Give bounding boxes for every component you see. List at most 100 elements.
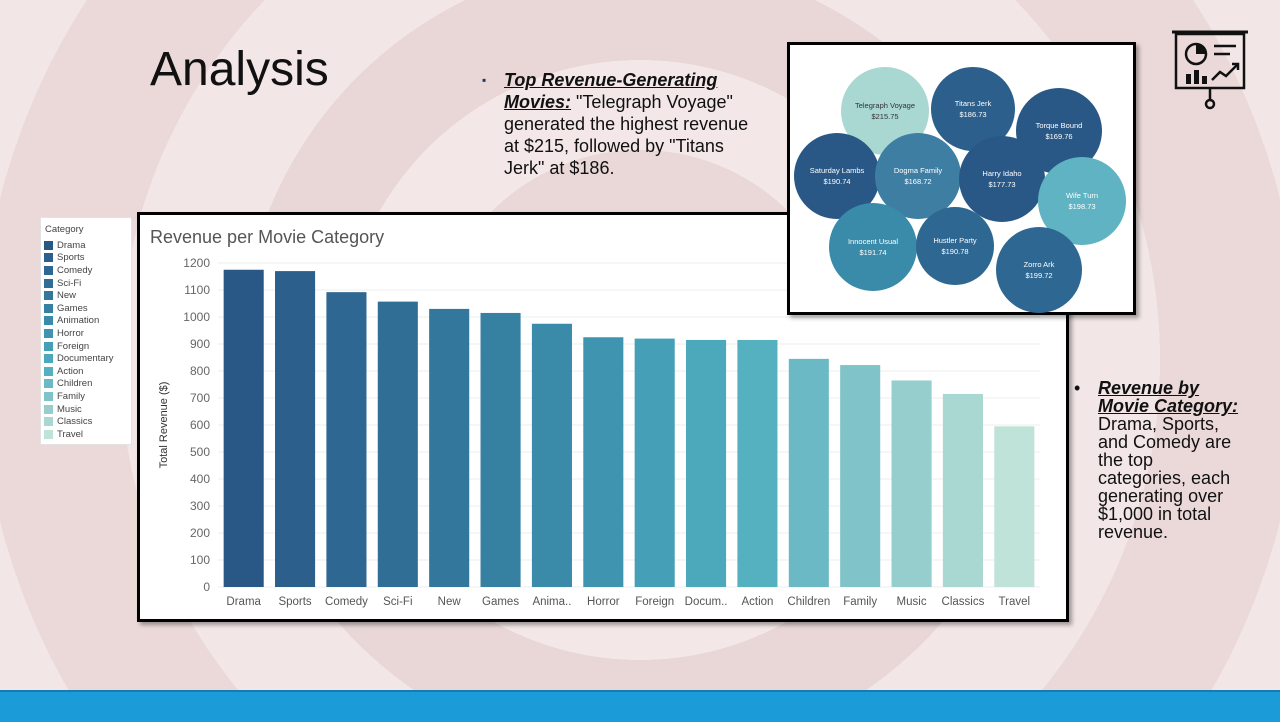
bubble-value: $198.73 [1068,202,1096,211]
bubble-label: Dogma Family [893,166,943,175]
x-tick-label: Foreign [635,596,674,608]
bubble-label: Hustler Party [933,236,977,245]
y-tick-label: 100 [190,553,210,567]
legend-item[interactable]: Drama [41,239,131,252]
bullet-text: Drama, Sports, and Comedy are the top ca… [1098,414,1232,542]
movie-bubble: Harry Idaho $177.73 [959,136,1045,222]
top-movies-bubble-chart: Telegraph Voyage $215.75 Titans Jerk $186.7… [787,42,1136,315]
movie-bubble: Hustler Party $190.78 [916,207,994,285]
legend-label: Foreign [57,340,90,352]
legend-item[interactable]: Sci-Fi [41,277,131,290]
bubble-value: $190.78 [941,247,969,256]
bubble-value: $190.74 [823,177,851,186]
bubble-label: Torque Bound [1035,121,1083,130]
revenue-bar-chart: Revenue per Movie Category 0 100 200 300 400… [137,212,1069,622]
bubble-label: Titans Jerk [954,99,992,108]
legend-item[interactable]: Children [41,378,131,391]
legend-swatch [44,278,53,288]
y-axis-label: Total Revenue ($) [158,382,170,469]
y-tick-label: 1200 [183,256,210,270]
y-tick-label: 200 [190,526,210,540]
y-tick-label: 600 [190,418,210,432]
bubble-label: Telegraph Voyage [854,101,916,110]
legend-item[interactable]: Comedy [41,264,131,277]
x-tick-label: Sports [278,596,311,608]
bubble-value: $215.75 [871,112,899,121]
legend-item[interactable]: Games [41,302,131,315]
bar [994,426,1035,587]
bubble-label: Saturday Lambs [809,166,865,175]
x-tick-label: Sci-Fi [383,596,412,608]
bar [686,339,727,587]
bar [634,338,675,587]
legend-label: Sports [57,252,85,264]
y-tick-label: 1100 [184,283,210,297]
legend-swatch [44,379,53,389]
x-tick-label: Horror [587,596,620,608]
legend-item[interactable]: Action [41,365,131,378]
legend-label: Music [57,403,82,415]
bullet-dot-icon: • [1074,378,1081,398]
legend-swatch [44,291,53,301]
bubble-label: Harry Idaho [982,169,1022,178]
slide-title: Analysis [150,43,329,96]
bubble-value: $168.72 [904,177,932,186]
legend-swatch [44,417,53,427]
legend-item[interactable]: Foreign [41,340,131,353]
legend-swatch [44,253,53,263]
legend-items: Drama Sports Comedy Sci-Fi New Games Animation… [41,239,131,441]
x-tick-label: Music [897,596,927,608]
bubble-label: Wife Turn [1065,191,1099,200]
y-tick-label: 0 [203,580,210,594]
bar [788,358,829,587]
y-tick-label: 800 [190,364,210,378]
bullet-square-icon: ▪ [482,73,487,87]
y-tick-label: 300 [190,499,210,513]
presentation-chart-icon [1168,28,1252,112]
bar [531,323,572,587]
bar [377,301,418,587]
legend-item[interactable]: Travel [41,428,131,441]
legend-label: Action [57,365,84,377]
bullet-category-revenue: • Revenue by Movie Category: Drama, Spor… [1074,379,1244,541]
legend-item[interactable]: New [41,289,131,302]
legend-label: Classics [57,416,93,428]
legend-item[interactable]: Horror [41,327,131,340]
x-tick-label: New [438,596,462,608]
x-tick-label: Games [482,596,519,608]
legend-item[interactable]: Documentary [41,352,131,365]
bar [275,271,316,587]
bar [326,292,367,587]
y-tick-label: 900 [190,337,210,351]
bar [891,380,932,587]
legend-label: Family [57,390,85,402]
legend-swatch [44,265,53,275]
legend-label: Games [57,302,88,314]
x-tick-label: Drama [226,596,261,608]
bubble-value: $186.73 [959,110,987,119]
bar [429,308,470,587]
legend-item[interactable]: Classics [41,415,131,428]
legend-swatch [44,404,53,414]
legend-label: Travel [57,428,84,440]
bubble-value: $177.73 [988,180,1016,189]
legend-swatch [44,303,53,313]
x-tick-label: Classics [942,596,985,608]
bubble-label: Zorro Ark [1023,260,1055,269]
legend-label: New [57,290,77,302]
y-tick-label: 400 [190,472,210,486]
x-tick-label: Docum.. [685,596,728,608]
legend-item[interactable]: Sports [41,252,131,265]
movie-bubble: Innocent Usual $191.74 [829,203,917,291]
bullet-heading: Top Revenue-Generating Movies: [504,70,718,112]
y-tick-label: 500 [190,445,210,459]
legend-label: Sci-Fi [57,277,82,289]
y-tick-label: 700 [190,391,210,405]
legend-item[interactable]: Animation [41,315,131,328]
legend-item[interactable]: Music [41,403,131,416]
x-tick-label: Children [787,596,830,608]
legend-label: Animation [57,315,100,327]
x-tick-label: Anima.. [532,596,571,608]
legend-item[interactable]: Family [41,390,131,403]
x-tick-label: Family [843,596,877,608]
